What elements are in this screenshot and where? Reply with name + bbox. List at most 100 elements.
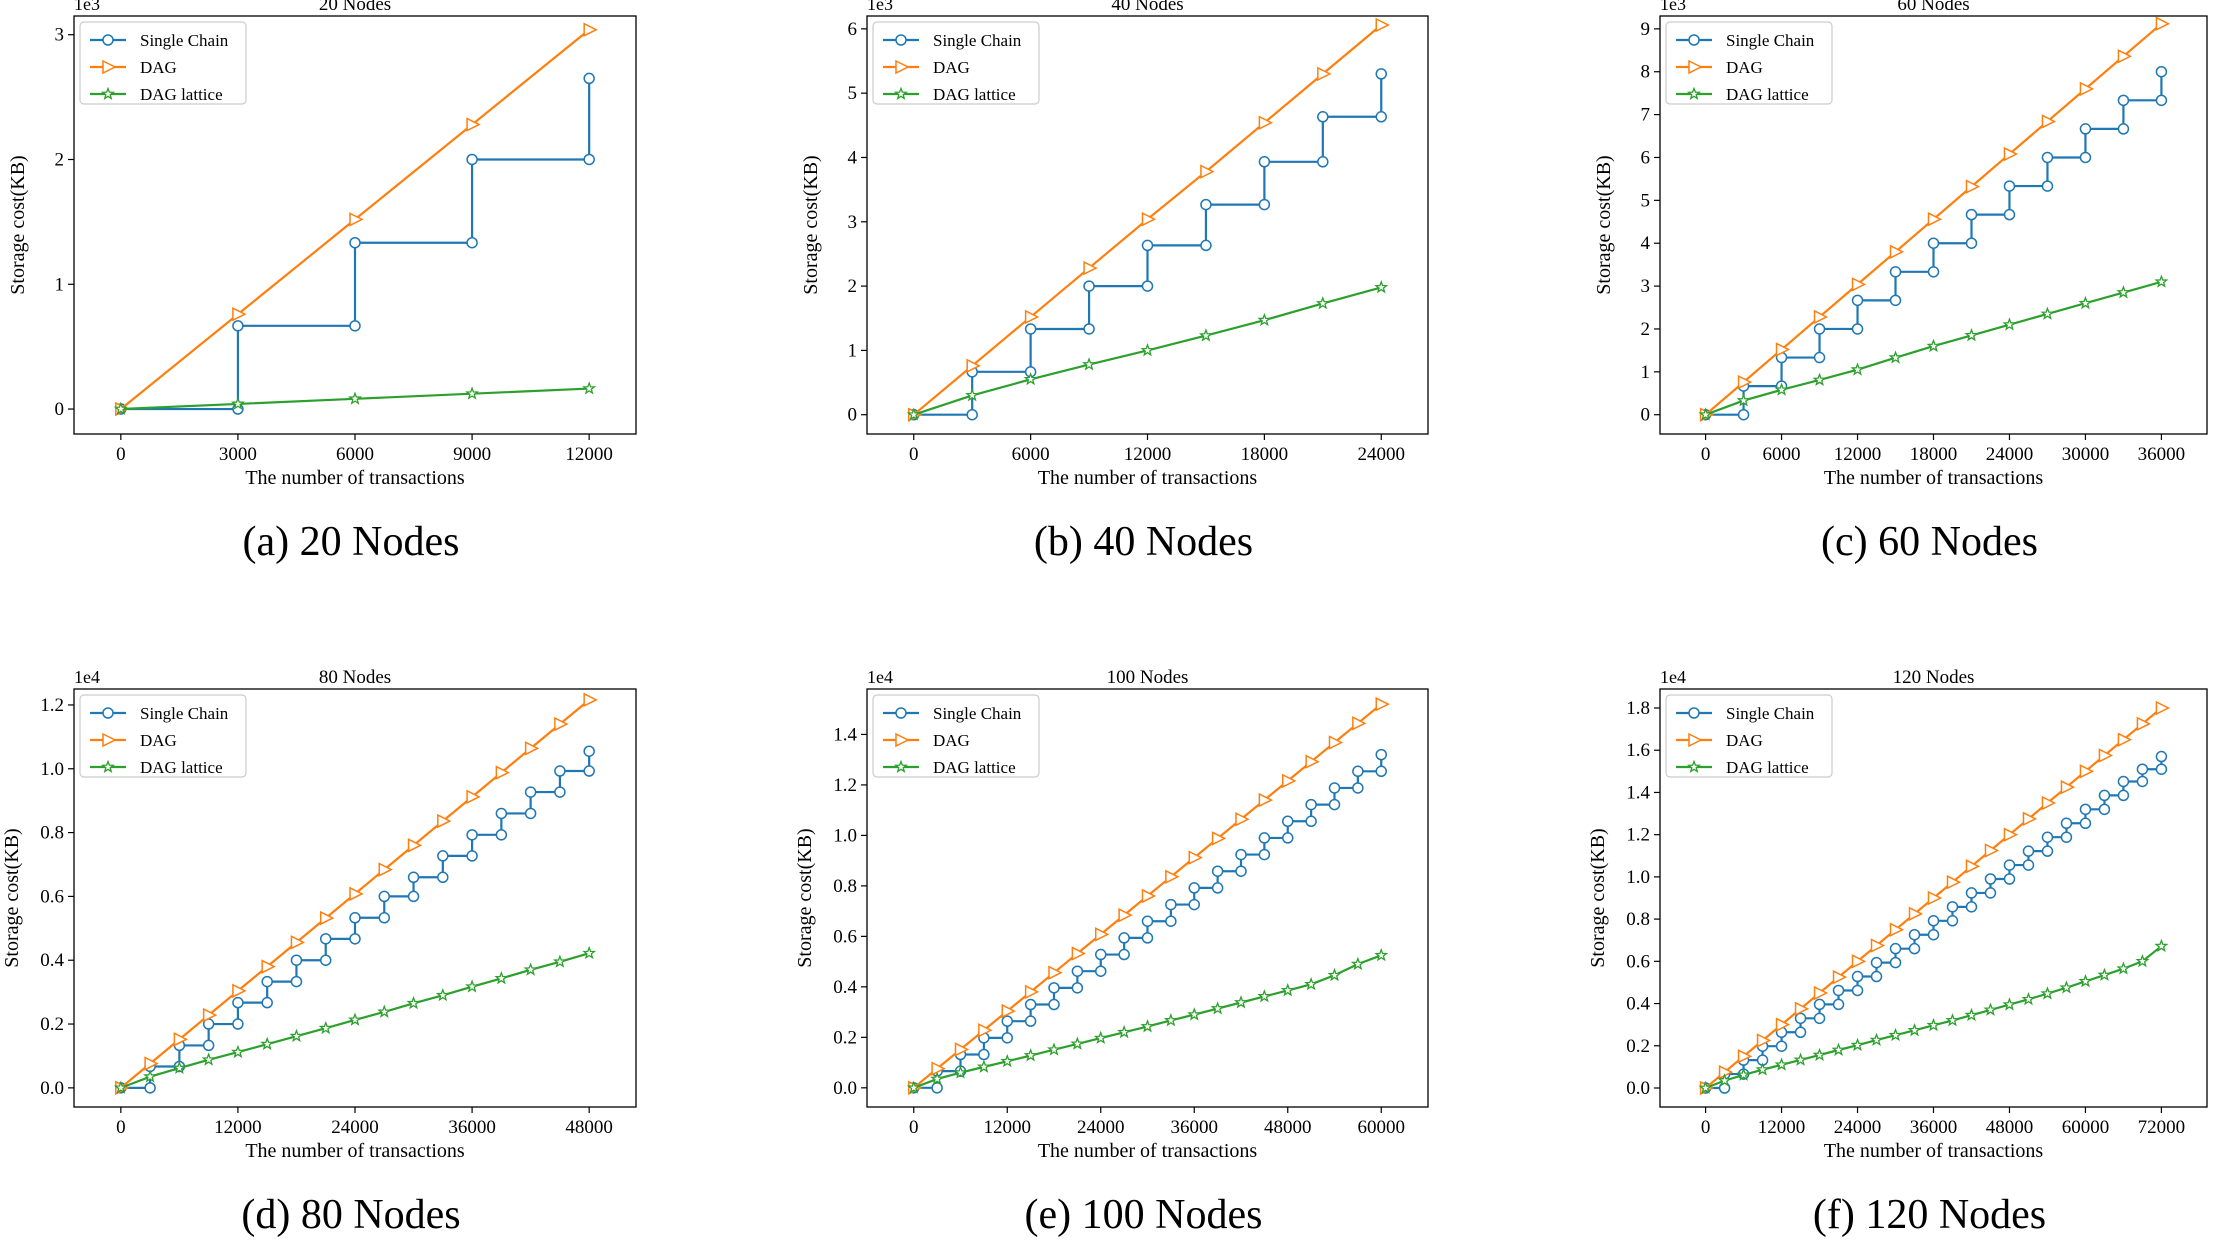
data-point (1889, 942, 1902, 955)
y-axis-label: Storage cost(KB) (794, 828, 816, 967)
data-point (1352, 716, 1367, 731)
data-point (1328, 782, 1341, 794)
data-point (1794, 1001, 1810, 1017)
data-point (1140, 1019, 1155, 1033)
chart-title: 120 Nodes (1893, 667, 1975, 688)
series-single-chain (1699, 750, 2168, 1094)
data-point (172, 1060, 187, 1075)
subfigure-caption: (e) 100 Nodes (1025, 1192, 1263, 1238)
data-point (1889, 922, 1905, 937)
chart-title: 40 Nodes (1111, 0, 1183, 15)
x-tick-label: 48000 (1264, 1117, 1312, 1138)
y-tick-label: 8 (1641, 62, 1651, 83)
data-point (1375, 748, 1387, 761)
data-point (1200, 164, 1215, 179)
chart-panel-4: 80 Nodes 1e4 0 12000 24000 36000 48000 0.0 0.2 0.… (1, 667, 637, 1238)
y-tick-label: 0 (55, 399, 65, 420)
x-tick-label: 12000 (1758, 1117, 1806, 1138)
y-axis-label: Storage cost(KB) (1593, 155, 1615, 294)
data-point (1736, 1067, 1751, 1081)
legend-entry-label: Single Chain (1726, 704, 1815, 723)
data-point (1908, 942, 1921, 955)
data-point (1946, 901, 1959, 913)
data-point (2041, 114, 2057, 129)
data-point (1095, 948, 1107, 961)
data-point (2078, 974, 2093, 988)
data-point (435, 987, 450, 1002)
data-point (1927, 928, 1940, 941)
data-point (1813, 1012, 1826, 1025)
y-tick-label: 0.4 (1626, 994, 1650, 1015)
data-point (349, 212, 364, 227)
data-point (931, 1061, 946, 1076)
data-point (1001, 1003, 1016, 1019)
data-point (406, 995, 421, 1010)
data-point (1926, 338, 1941, 353)
data-point (1889, 956, 1902, 969)
x-tick-label: 0 (909, 1117, 919, 1138)
axis-exponent-label: 1e4 (1660, 667, 1686, 687)
data-point (232, 996, 244, 1009)
data-point (2097, 967, 2112, 982)
data-point (232, 983, 247, 999)
series-single-chain (908, 748, 1387, 1094)
data-point (1717, 1073, 1732, 1087)
x-tick-label: 60000 (2062, 1117, 2110, 1138)
y-tick-label: 4 (848, 147, 858, 168)
data-point (1352, 765, 1364, 778)
data-point (495, 765, 511, 780)
legend-entry-label: DAG (1726, 731, 1763, 750)
legend-swatch-marker (895, 732, 910, 748)
data-point (1889, 266, 1902, 278)
y-tick-label: 0.6 (1626, 951, 1650, 972)
data-point (1258, 115, 1274, 130)
data-point (349, 886, 364, 902)
legend-swatch-marker (100, 759, 116, 773)
data-point (2079, 123, 2092, 135)
data-point (2155, 763, 2168, 775)
data-point (583, 692, 598, 708)
data-point (1375, 765, 1387, 778)
x-tick-label: 3000 (219, 444, 257, 465)
axes-frame (866, 688, 1429, 1108)
legend: Single Chain DAG DAG lattice (1665, 21, 1833, 105)
data-point (1851, 984, 1864, 997)
data-point (1927, 211, 1943, 227)
series-dag (115, 22, 598, 417)
legend-swatch-marker (102, 732, 117, 748)
data-point (2041, 845, 2054, 857)
data-point (1258, 792, 1274, 808)
data-point (2136, 775, 2149, 788)
data-point (1258, 198, 1271, 211)
data-point (1000, 1053, 1015, 1068)
data-point (1926, 1017, 1941, 1032)
data-point (1141, 932, 1154, 944)
data-point (1375, 17, 1390, 33)
data-point (1141, 888, 1157, 904)
data-point (290, 954, 303, 966)
legend-swatch-marker (1688, 34, 1700, 46)
data-point (1188, 850, 1203, 865)
data-point (173, 1032, 189, 1047)
data-point (232, 320, 244, 332)
y-tick-label: 0.0 (833, 1078, 857, 1099)
data-point (583, 765, 595, 777)
series-single-chain (908, 68, 1387, 421)
x-axis-label: The number of transactions (245, 467, 465, 489)
data-point (2154, 274, 2169, 288)
data-point (1024, 309, 1040, 325)
data-point (1374, 947, 1389, 962)
data-point (2079, 764, 2095, 779)
data-point (2117, 49, 2133, 64)
chart-panel-3: 60 Nodes 1e3 0 6000 12000 18000 24000 30000 3600… (1593, 0, 2208, 565)
data-point (1737, 408, 1750, 421)
data-point (1793, 1052, 1808, 1066)
legend: Single Chain DAG DAG lattice (872, 21, 1040, 105)
legend-swatch-marker (893, 759, 909, 773)
data-point (554, 786, 566, 798)
data-point (1211, 831, 1227, 846)
chart-title: 80 Nodes (319, 667, 391, 688)
series-dag (1699, 16, 2171, 422)
data-point (1736, 393, 1751, 407)
data-point (1024, 323, 1037, 335)
